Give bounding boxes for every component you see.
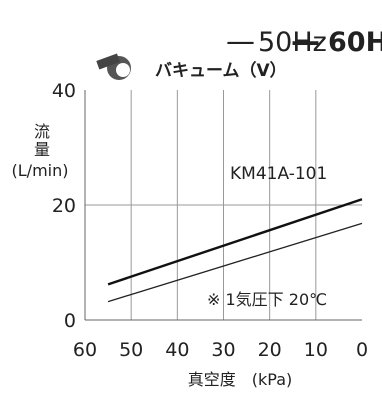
y-axis-label-char-2: 量 [34, 140, 50, 159]
model-label: KM41A-101 [230, 164, 327, 184]
grid [85, 90, 362, 320]
chart-title: バキューム（V） [155, 60, 287, 81]
legend-50hz-label: 50Hz [258, 27, 327, 58]
y-tick-label: 0 [64, 310, 76, 332]
y-tick-label: 40 [52, 80, 76, 102]
x-tick-label: 20 [258, 339, 282, 361]
legend-60hz-label: 60Hz [328, 27, 382, 58]
x-tick-label: 0 [356, 339, 368, 361]
x-tick-label: 60 [73, 339, 97, 361]
legend-dash-60hz: — [291, 24, 320, 58]
series-lines [107, 198, 363, 303]
x-axis-label: 真空度 (kPa) [188, 370, 293, 389]
axes [84, 90, 362, 321]
x-tick-label: 40 [165, 339, 189, 361]
vacuum-logo-icon [96, 53, 131, 80]
condition-note: ※ 1気圧下 20℃ [207, 290, 327, 309]
x-tick-label: 30 [211, 339, 235, 361]
x-tick-label: 50 [119, 339, 143, 361]
tick-labels: 0 20 40 60 50 40 30 20 10 0 [52, 80, 368, 361]
y-axis-label-char-1: 流 [34, 122, 50, 141]
legend-dash-50hz: — [226, 24, 255, 58]
series-line-60hz [107, 198, 363, 286]
series-line-50hz [107, 222, 363, 303]
y-tick-label: 20 [52, 195, 76, 217]
y-axis-unit: (L/min) [12, 161, 69, 180]
x-tick-label: 10 [304, 339, 328, 361]
